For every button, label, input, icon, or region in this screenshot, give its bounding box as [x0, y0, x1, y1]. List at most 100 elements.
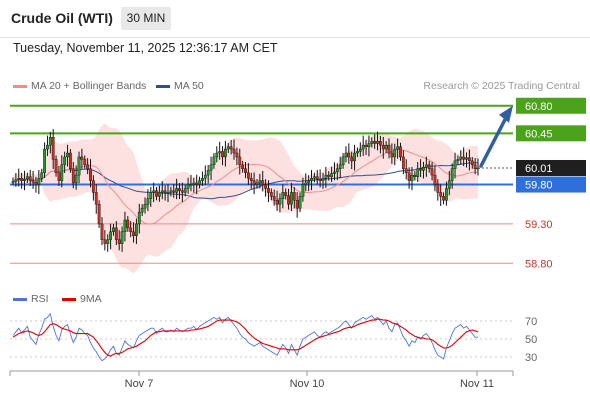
candle-body	[384, 144, 388, 150]
candle-body	[301, 184, 305, 197]
candle-body	[54, 159, 58, 173]
candle-body	[335, 168, 339, 173]
candle-body	[137, 211, 141, 225]
candle-body	[459, 156, 463, 160]
candle-body	[307, 180, 311, 184]
candle-body	[416, 168, 420, 177]
candle-body	[212, 156, 216, 166]
timeframe-button[interactable]: 30 MIN	[121, 7, 171, 30]
level-label-60.45: 60.45	[525, 128, 553, 140]
candle-body	[324, 174, 328, 179]
candle-body	[201, 178, 204, 181]
legend-rsi: RSI	[13, 293, 49, 305]
legend-ma20-label: MA 20 + Bollinger Bands	[31, 80, 147, 92]
candle-body	[445, 188, 448, 201]
candle-body	[249, 178, 253, 181]
candle-body	[149, 192, 153, 199]
candle-body	[48, 137, 52, 146]
ma50-swatch	[156, 84, 170, 88]
candle-body	[241, 164, 245, 169]
candle-body	[281, 192, 285, 199]
candle-body	[246, 172, 250, 179]
level-label-60.80: 60.80	[525, 101, 553, 113]
candle-body	[315, 176, 319, 180]
candle-body	[344, 152, 348, 158]
candle-body	[361, 144, 365, 150]
legend-ma50-label: MA 50	[174, 80, 204, 92]
candle-body	[422, 166, 425, 171]
candle-body	[123, 219, 127, 232]
forecast-arrow-head	[499, 105, 513, 123]
candle-body	[439, 192, 443, 197]
rsi-tick-50: 50	[525, 334, 537, 346]
candle-body	[467, 157, 471, 162]
candle-body	[183, 188, 187, 193]
candle-body	[140, 207, 144, 213]
candle-body	[232, 148, 236, 154]
candle-body	[192, 182, 196, 185]
candle-body	[146, 198, 150, 205]
candle-body	[347, 152, 351, 158]
research-credit: Research © 2025 Trading Central	[423, 80, 580, 92]
candle-body	[103, 239, 107, 244]
candle-body	[470, 160, 474, 166]
candle-body	[379, 141, 382, 146]
candle-body	[350, 156, 354, 162]
candle-body	[462, 156, 466, 160]
level-label-59.80: 59.80	[525, 180, 553, 192]
candle-body	[370, 141, 374, 144]
candle-body	[71, 168, 75, 184]
candle-body	[284, 192, 288, 196]
candle-body	[447, 180, 451, 189]
candle-body	[473, 164, 477, 169]
chart-header: Crude Oil (WTI) 30 MIN	[0, 0, 590, 38]
candle-body	[269, 192, 273, 197]
candle-body	[166, 192, 170, 194]
current-price-label: 60.01	[525, 163, 553, 175]
candle-body	[341, 156, 345, 166]
candle-body	[367, 143, 371, 147]
candle-body	[143, 204, 147, 209]
legend-9ma-label: 9MA	[80, 293, 102, 305]
candle-body	[34, 181, 38, 185]
candle-body	[356, 151, 359, 154]
candle-body	[129, 227, 133, 232]
candle-body	[330, 173, 334, 177]
rsi-line	[12, 312, 478, 362]
candle-body	[364, 144, 368, 147]
rsi-ma-line	[12, 318, 479, 357]
bollinger-band	[13, 123, 478, 274]
candle-body	[80, 156, 84, 160]
candle-body	[255, 182, 259, 185]
candle-body	[100, 223, 104, 240]
candle-body	[436, 184, 440, 193]
candle-body	[117, 239, 121, 244]
candle-body	[86, 164, 90, 169]
candle-body	[114, 227, 118, 240]
candle-body	[69, 152, 72, 169]
candle-body	[430, 168, 434, 176]
candle-body	[267, 188, 270, 193]
forecast-arrow-shaft	[479, 114, 509, 168]
candle-body	[419, 168, 422, 171]
candle-body	[353, 152, 356, 162]
candle-body	[327, 174, 331, 177]
candle-body	[298, 196, 302, 209]
time-axis-label: Nov 11	[460, 378, 494, 390]
time-axis-label: Nov 10	[290, 378, 325, 390]
candle-body	[17, 178, 21, 181]
candle-body	[37, 178, 41, 185]
candle-body	[390, 152, 394, 158]
candle-body	[413, 174, 417, 177]
current-price-box	[516, 159, 586, 176]
candle-body	[278, 198, 282, 205]
candle-body	[186, 184, 190, 189]
candle-body	[258, 180, 262, 184]
candle-body	[28, 176, 32, 181]
candle-body	[203, 174, 207, 179]
candle-body	[40, 172, 44, 179]
candle-body	[20, 178, 24, 181]
candle-body	[433, 174, 437, 185]
candle-body	[229, 146, 233, 150]
